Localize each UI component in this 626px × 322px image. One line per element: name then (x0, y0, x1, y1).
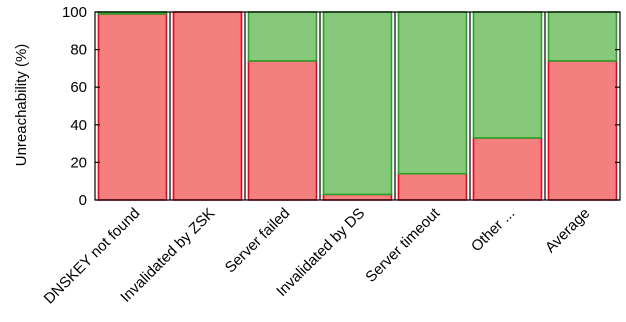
bar-red-2 (247, 60, 318, 201)
bars (97, 11, 618, 201)
x-tick-label-6: Average (542, 205, 593, 256)
y-tick-label: 80 (70, 42, 87, 59)
bar-green-4 (397, 11, 468, 175)
bar-green-5 (472, 11, 543, 139)
bar-red-5 (472, 137, 543, 201)
y-tick-label: 40 (70, 117, 87, 134)
y-tick-label: 0 (79, 192, 87, 209)
bar-red-3 (322, 193, 393, 201)
plot-frame (94, 11, 621, 201)
bar-red-6 (547, 60, 618, 201)
bar-green-6 (547, 11, 618, 62)
x-tick-label-4: Server timeout (362, 204, 444, 286)
bar-green-2 (247, 11, 318, 62)
x-tick-label-5: Other ... (468, 205, 518, 255)
bar-green-3 (322, 11, 393, 196)
bar-red-0 (97, 13, 168, 201)
y-tick-label: 60 (70, 79, 87, 96)
y-tick-label: 20 (70, 154, 87, 171)
bar-red-1 (172, 11, 243, 201)
y-axis-label: Unreachability (%) (13, 44, 30, 167)
bar-red-4 (397, 172, 468, 201)
y-tick-label: 100 (62, 4, 87, 21)
x-tick-label-2: Server failed (222, 205, 294, 277)
